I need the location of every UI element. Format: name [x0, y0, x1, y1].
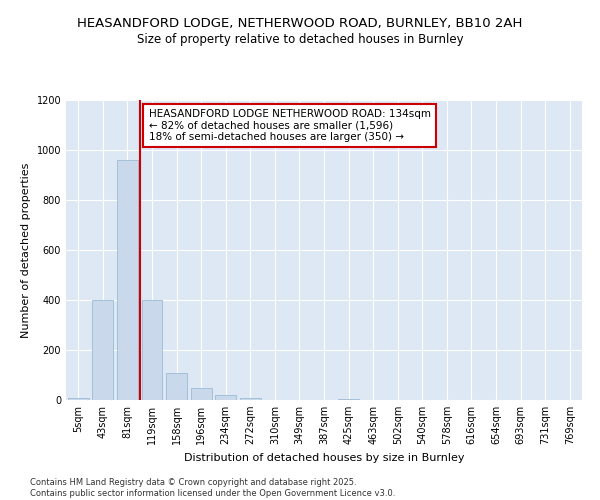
Bar — [166, 372, 187, 400]
Bar — [117, 160, 138, 400]
Y-axis label: Number of detached properties: Number of detached properties — [21, 162, 31, 338]
Bar — [68, 398, 89, 400]
Bar — [240, 398, 261, 400]
Text: Size of property relative to detached houses in Burnley: Size of property relative to detached ho… — [137, 32, 463, 46]
X-axis label: Distribution of detached houses by size in Burnley: Distribution of detached houses by size … — [184, 452, 464, 462]
Text: HEASANDFORD LODGE, NETHERWOOD ROAD, BURNLEY, BB10 2AH: HEASANDFORD LODGE, NETHERWOOD ROAD, BURN… — [77, 18, 523, 30]
Bar — [215, 395, 236, 400]
Bar — [191, 388, 212, 400]
Text: HEASANDFORD LODGE NETHERWOOD ROAD: 134sqm
← 82% of detached houses are smaller (: HEASANDFORD LODGE NETHERWOOD ROAD: 134sq… — [149, 109, 431, 142]
Text: Contains HM Land Registry data © Crown copyright and database right 2025.
Contai: Contains HM Land Registry data © Crown c… — [30, 478, 395, 498]
Bar — [92, 300, 113, 400]
Bar — [142, 300, 163, 400]
Bar — [338, 399, 359, 400]
